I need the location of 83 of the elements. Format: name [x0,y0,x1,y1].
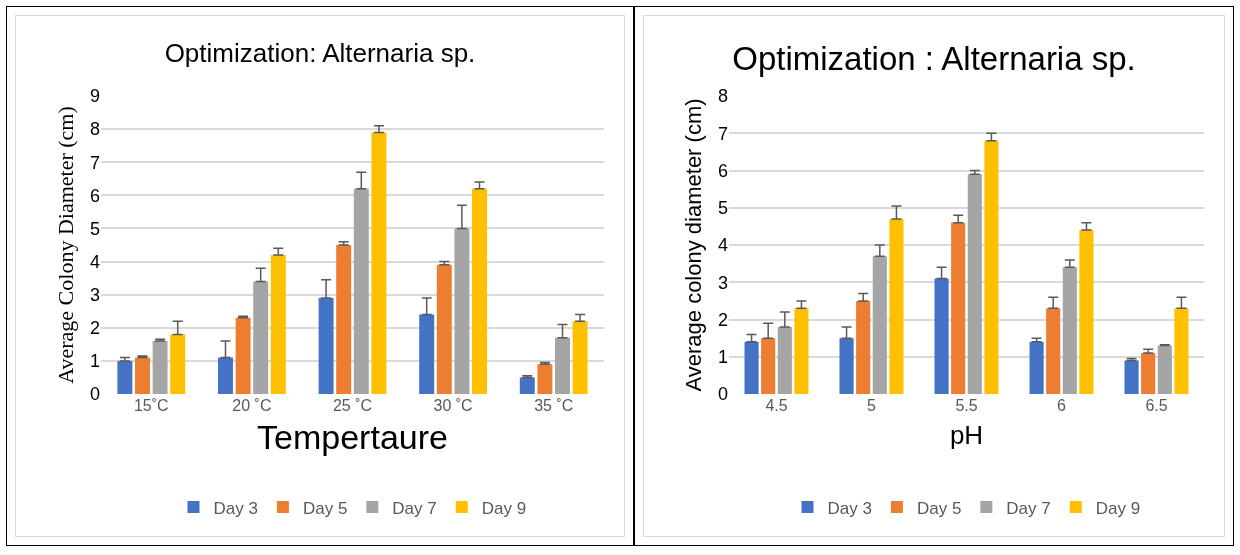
x-tick-label: 25 ˚C [332,397,373,414]
x-tick-label: 4.5 [765,397,788,414]
y-axis-title: Average Colony Diameter (cm) [52,106,78,384]
legend-label: Day 9 [481,498,527,518]
y-tick-label: 6 [717,160,728,181]
y-tick-label: 2 [89,318,100,339]
bar [270,254,286,394]
bar [152,341,168,394]
bar [218,357,233,394]
x-tick-label: 5.5 [955,397,978,414]
y-tick-label: 8 [89,119,100,140]
y-tick-label: 3 [717,272,728,293]
bar [419,314,435,394]
bar [984,140,999,394]
x-axis-title: Tempertaure [257,418,448,457]
y-tick-label: 7 [717,123,728,144]
y-tick-label: 4 [89,251,100,272]
bar [170,334,186,394]
bar [777,326,792,394]
y-tick-label: 5 [89,218,100,239]
bar [1046,308,1061,394]
x-tick-label: 15˚C [133,397,169,414]
x-tick-label: 5 [867,397,877,414]
bar [1157,345,1172,394]
bar [1079,230,1094,394]
bar [1124,360,1139,394]
legend-label: Day 7 [392,498,437,518]
y-tick-label: 2 [717,309,728,330]
bar [572,321,588,394]
bar [1141,353,1156,394]
bar [253,281,269,394]
bar [744,341,759,394]
legend-label: Day 5 [916,498,962,518]
chart-title: Optimization : Alternaria sp. [731,39,1137,79]
bar [117,360,133,394]
x-tick-label: 20 ˚C [232,397,272,414]
bar [761,338,776,394]
legend-label: Day 3 [827,498,872,518]
bar [371,132,387,394]
bar [472,188,487,394]
bar [934,278,949,394]
bar [1174,308,1189,394]
bar [235,317,251,394]
bar [454,228,470,394]
y-tick-label: 5 [717,198,728,219]
bar [1029,341,1044,394]
y-tick-label: 9 [89,86,100,107]
bar [951,222,966,394]
bar [318,297,334,394]
y-tick-label: 8 [717,86,728,107]
bar [336,245,352,394]
legend-label: Day 3 [213,498,258,518]
y-tick-label: 1 [89,351,100,372]
y-tick-label: 3 [89,284,100,305]
bar [967,174,982,394]
y-tick-label: 7 [89,152,100,173]
bar [856,300,871,394]
bar [519,377,535,394]
bar [436,264,452,394]
y-tick-label: 6 [89,185,100,206]
x-tick-label: 6.5 [1145,397,1168,414]
legend-label: Day 7 [1006,498,1051,518]
bar [353,188,369,394]
bar [872,256,887,394]
x-tick-label: 6 [1057,397,1067,414]
bar [794,308,809,394]
legend-label: Day 9 [1095,498,1141,518]
bar [839,338,854,394]
bar [889,218,904,394]
bar [537,364,553,394]
x-axis-title: pH [949,419,984,450]
bar [555,337,570,394]
legend-label: Day 5 [302,498,348,518]
chart-title: Optimization: Alternaria sp. [163,38,477,69]
y-axis-title: Average colony diameter (cm) [680,98,706,392]
y-tick-label: 0 [89,384,100,405]
y-tick-label: 4 [717,235,728,256]
x-tick-label: 30 ˚C [433,397,473,414]
bar [135,357,150,394]
y-tick-label: 1 [717,347,728,368]
y-tick-label: 0 [717,384,728,405]
bar [1062,267,1077,394]
x-tick-label: 35 ˚C [534,397,574,414]
